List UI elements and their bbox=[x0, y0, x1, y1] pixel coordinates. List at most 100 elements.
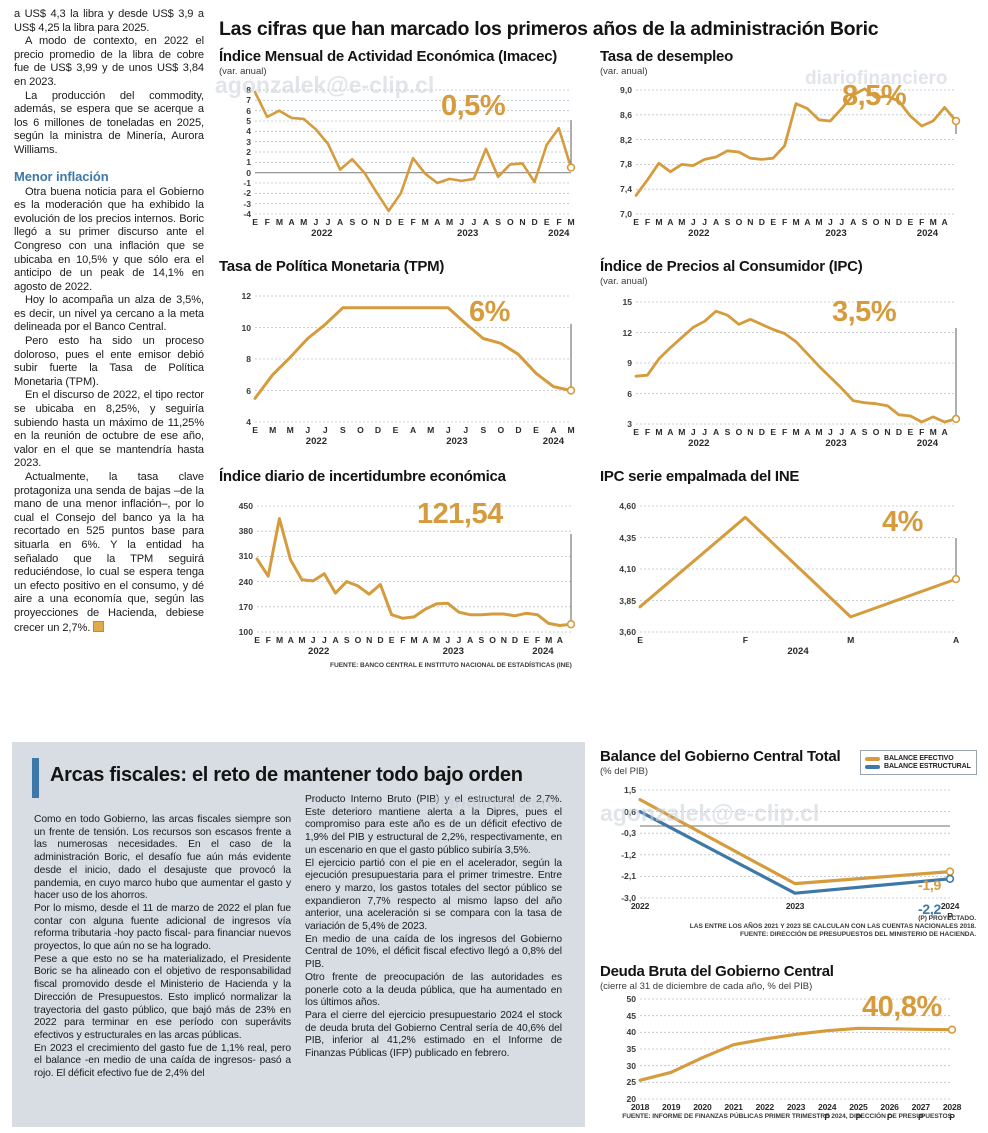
y-tick-label: 1,5 bbox=[624, 785, 636, 795]
x-tick-label: J bbox=[702, 217, 707, 227]
x-tick-label: E bbox=[533, 425, 539, 435]
y-tick-label: 3,60 bbox=[619, 627, 636, 637]
paragraph: Por lo mismo, desde el 11 de marzo de 20… bbox=[34, 902, 291, 953]
chart-callout-imacec: 0,5% bbox=[441, 90, 506, 122]
x-tick-label: D bbox=[758, 217, 765, 227]
x-tick-label: M bbox=[410, 635, 418, 645]
x-tick-label: N bbox=[500, 635, 507, 645]
paragraph: Actualmente, la tasa clave protagoniza u… bbox=[14, 471, 204, 635]
y-tick-label: 7,4 bbox=[620, 184, 632, 195]
y-tick-label: 7 bbox=[246, 95, 251, 106]
y-tick-label: 4 bbox=[246, 417, 251, 427]
x-tick-label: A bbox=[941, 217, 948, 227]
x-year-label: 2023 bbox=[442, 646, 464, 657]
infographic-headline: Las cifras que han marcado los primeros … bbox=[219, 18, 879, 40]
x-tick-label: A bbox=[712, 217, 719, 227]
y-tick-label: 6 bbox=[246, 105, 251, 116]
x-tick-label: A bbox=[467, 635, 474, 645]
x-year-label: 2023 bbox=[446, 436, 468, 447]
x-tick-label: A bbox=[712, 427, 719, 437]
x-tick-label: E bbox=[543, 217, 550, 227]
x-tick-label: E bbox=[398, 217, 404, 227]
chart-title-desempleo: Tasa de desempleo bbox=[600, 48, 734, 65]
x-tick-label: A bbox=[667, 217, 674, 227]
x-tick-label: D bbox=[385, 217, 392, 227]
paragraph: Pese a que esto no se ha materializado, … bbox=[34, 953, 291, 1041]
chart-subtitle-deuda_bruta: (cierre al 31 de diciembre de cada año, … bbox=[600, 981, 813, 992]
x-tick-label: F bbox=[410, 217, 416, 227]
x-tick-label: J bbox=[839, 427, 844, 437]
x-tick-label: M bbox=[275, 217, 283, 227]
x-tick-label: E bbox=[392, 425, 399, 435]
paragraph: En 2023 el crecimiento del gasto fue de … bbox=[34, 1042, 291, 1080]
x-tick-label: J bbox=[321, 635, 327, 645]
x-tick-label: M bbox=[445, 217, 453, 227]
x-tick-label: J bbox=[445, 425, 451, 435]
x-tick-label: J bbox=[322, 425, 328, 435]
chart-canvas-imacec bbox=[253, 89, 576, 215]
x-year-label: 2022 bbox=[688, 438, 710, 449]
chart-tpm: Tasa de Política Monetaria (TPM) 12 10 8 6 4 E… bbox=[219, 258, 594, 453]
x-tick-label: M bbox=[678, 427, 686, 437]
x-tick-label: S bbox=[861, 217, 868, 227]
x-tick-label: N bbox=[884, 427, 891, 437]
x-tick-label: D bbox=[377, 635, 384, 645]
x-tick-label: 2023 bbox=[786, 1102, 806, 1112]
y-tick-label: -1 bbox=[243, 178, 251, 188]
x-tick-label: F bbox=[534, 635, 540, 645]
x-tick-label: M bbox=[275, 635, 283, 645]
x-tick-label: O bbox=[354, 635, 362, 645]
chart-note: FUENTE: DIRECCIÓN DE PRESUPUESTOS DEL MI… bbox=[740, 931, 976, 938]
x-tick-label: E bbox=[637, 635, 643, 645]
paragraph: Como en todo Gobierno, las arcas fiscale… bbox=[34, 814, 291, 902]
chart-title-tpm: Tasa de Política Monetaria (TPM) bbox=[219, 258, 445, 275]
fiscal-column-2: Producto Interno Bruto (PIB) y el estruc… bbox=[305, 794, 562, 1061]
x-tick-label: O bbox=[489, 635, 496, 645]
paragraph: Otro frente de preocupación de las autor… bbox=[305, 971, 562, 1009]
chart-incertidumbre: Índice diario de incertidumbre económica… bbox=[219, 468, 594, 663]
y-tick-label: 310 bbox=[238, 551, 253, 562]
chart-canvas-ipc_empalmada bbox=[638, 505, 961, 633]
chart-balance_gobierno: Balance del Gobierno Central Total (% del… bbox=[600, 748, 978, 923]
y-tick-label: -0,3 bbox=[621, 828, 636, 839]
y-tick-label: 4 bbox=[246, 126, 251, 137]
chart-note: (P) PROYECTADO. bbox=[918, 915, 976, 922]
x-tick-label: J bbox=[690, 427, 696, 437]
y-tick-label: -4 bbox=[243, 209, 251, 219]
x-tick-label: J bbox=[456, 635, 462, 645]
chart-callout-ipc_empalmada: 4% bbox=[882, 506, 923, 538]
chart-note: LAS ENTRE LOS AÑOS 2021 Y 2023 SE CALCUL… bbox=[689, 923, 976, 930]
y-tick-label: 20 bbox=[626, 1094, 636, 1104]
x-tick-label: F bbox=[556, 217, 562, 227]
legend-swatch-icon bbox=[865, 756, 880, 761]
x-tick-label: J bbox=[827, 427, 833, 437]
x-tick-label: A bbox=[287, 635, 294, 645]
x-tick-label: M bbox=[655, 427, 663, 437]
chart-canvas-balance_gobierno bbox=[638, 789, 955, 899]
data-label-balance-efectivo: -1,9 bbox=[918, 877, 941, 893]
x-tick-label: F bbox=[265, 635, 271, 645]
x-tick-label: J bbox=[463, 425, 468, 435]
y-tick-label: 100 bbox=[238, 627, 253, 637]
x-tick-label: A bbox=[952, 635, 959, 645]
x-tick-label: J bbox=[305, 425, 310, 435]
x-year-label: 2024 bbox=[542, 436, 565, 447]
x-tick-label: O bbox=[497, 425, 505, 435]
x-tick-label: M bbox=[269, 425, 277, 435]
x-tick-label: F bbox=[782, 427, 788, 437]
x-tick-label: M bbox=[847, 635, 855, 645]
x-year-label: 2022 bbox=[308, 646, 330, 657]
chart-canvas-incertidumbre bbox=[255, 505, 576, 633]
y-tick-label: 3 bbox=[246, 136, 251, 147]
chart-subtitle-balance_gobierno: (% del PIB) bbox=[600, 766, 649, 777]
chart-note: FUENTE: INFORME DE FINANZAS PÚBLICAS PRI… bbox=[622, 1113, 954, 1120]
x-tick-label: E bbox=[388, 635, 395, 645]
x-tick-label: A bbox=[804, 427, 811, 437]
x-tick-label: M bbox=[567, 217, 575, 227]
paragraph: Pero esto ha sido un proceso doloroso, p… bbox=[14, 335, 204, 388]
x-year-label: 2022 bbox=[311, 228, 333, 239]
x-tick-label: E bbox=[252, 425, 258, 435]
x-tick-label: M bbox=[792, 427, 800, 437]
x-tick-label: 2028 P bbox=[942, 1102, 962, 1122]
